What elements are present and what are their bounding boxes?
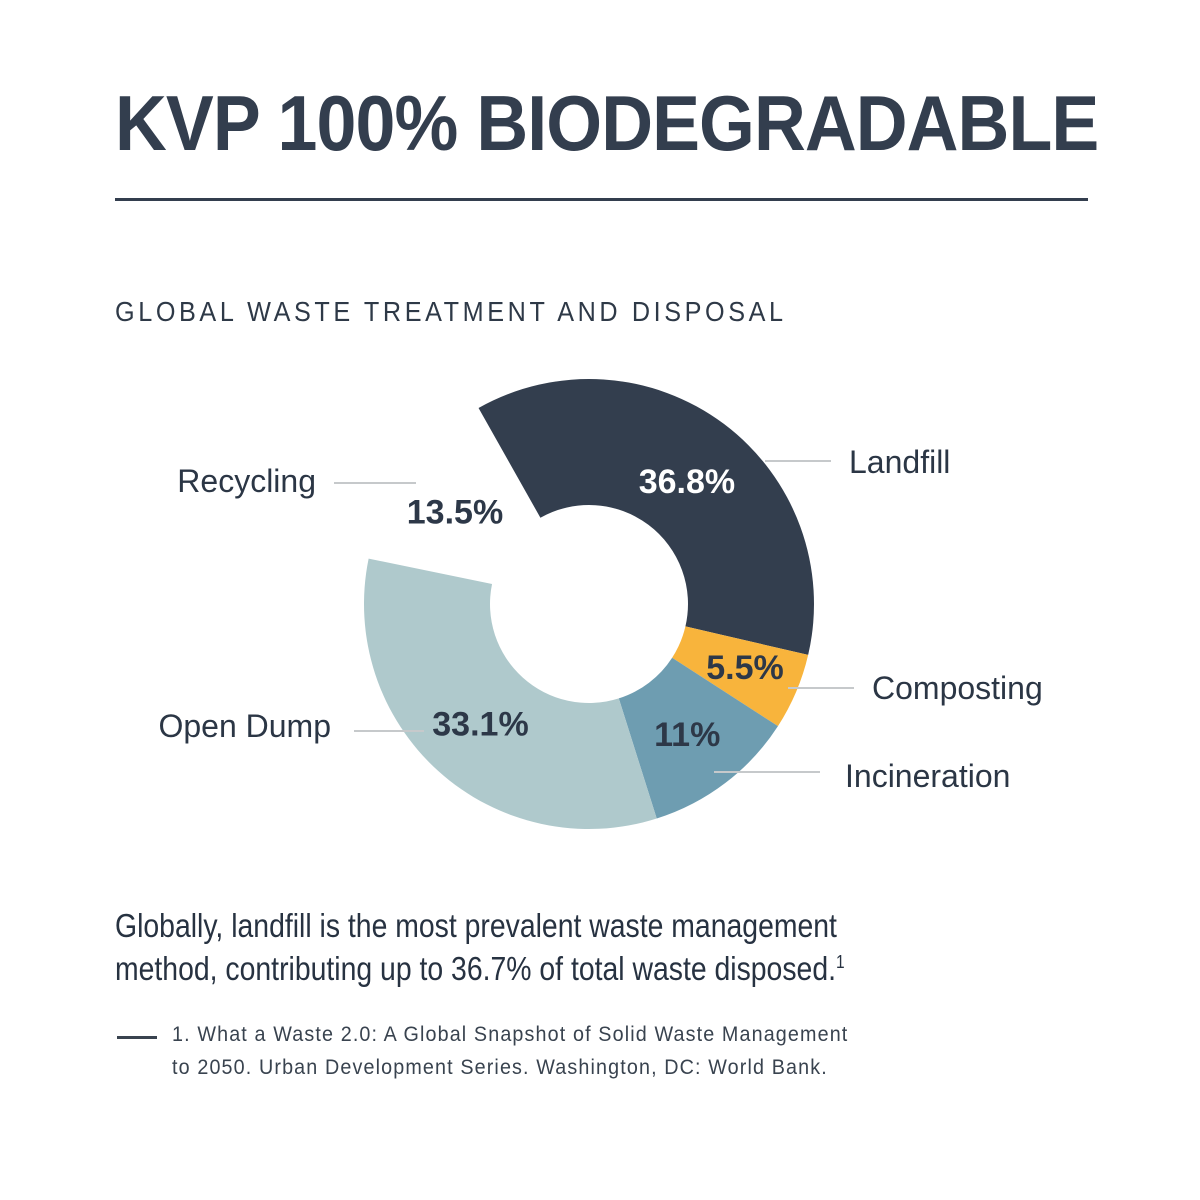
donut-value-label-landfill: 36.8% bbox=[639, 463, 735, 501]
body-copy: Globally, landfill is the most prevalent… bbox=[115, 904, 845, 990]
footnote: 1. What a Waste 2.0: A Global Snapshot o… bbox=[172, 1018, 848, 1084]
category-label-landfill: Landfill bbox=[849, 444, 950, 480]
footnote-dash bbox=[117, 1036, 157, 1039]
category-label-incineration: Incineration bbox=[845, 758, 1010, 794]
title-divider bbox=[115, 198, 1088, 201]
donut-segment-landfill bbox=[478, 379, 814, 655]
page-title-text: KVP 100% BIODEGRADABLE bbox=[115, 79, 1099, 167]
donut-segment-composting bbox=[672, 626, 809, 727]
body-line-1: Globally, landfill is the most prevalent… bbox=[115, 907, 837, 944]
body-line-2-text: method, contributing up to 36.7% of tota… bbox=[115, 950, 836, 987]
donut-segment-open-dump bbox=[364, 558, 657, 829]
body-line-2: method, contributing up to 36.7% of tota… bbox=[115, 947, 845, 990]
section-heading-text: GLOBAL WASTE TREATMENT AND DISPOSAL bbox=[115, 296, 787, 327]
category-label-open-dump: Open Dump bbox=[158, 708, 331, 744]
donut-value-label-incineration: 11% bbox=[654, 716, 720, 754]
donut-value-label-composting: 5.5% bbox=[706, 649, 784, 687]
page-title: KVP 100% BIODEGRADABLE bbox=[115, 84, 1184, 162]
category-label-composting: Composting bbox=[872, 670, 1043, 706]
footnote-line-1: 1. What a Waste 2.0: A Global Snapshot o… bbox=[172, 1023, 849, 1046]
donut-segment-incineration bbox=[618, 657, 778, 819]
footnote-line-2: to 2050. Urban Development Series. Washi… bbox=[172, 1056, 828, 1079]
category-label-recycling: Recycling bbox=[177, 463, 316, 499]
donut-value-label-recycling: 13.5% bbox=[407, 493, 503, 531]
footnote-reference-superscript: 1 bbox=[835, 952, 845, 972]
donut-value-label-open-dump: 33.1% bbox=[432, 705, 528, 743]
section-heading: GLOBAL WASTE TREATMENT AND DISPOSAL bbox=[115, 296, 861, 328]
